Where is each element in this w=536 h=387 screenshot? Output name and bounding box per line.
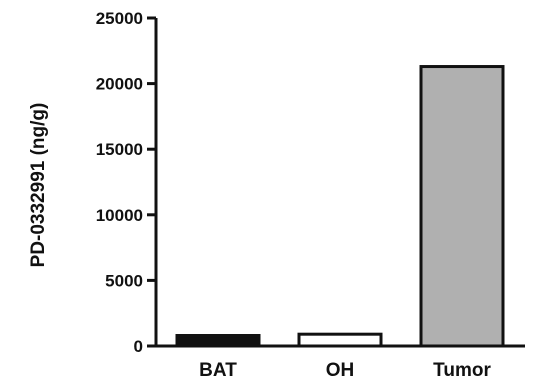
y-tick-label: 5000	[105, 271, 143, 290]
x-axis: BAT OH Tumor	[155, 344, 525, 381]
x-tick-label: Tumor	[433, 360, 491, 381]
x-tick-label: OH	[326, 360, 355, 381]
y-tick-label: 10000	[96, 206, 143, 225]
y-axis: 0 5000 10000 15000 20000 25000	[96, 9, 158, 356]
bars	[175, 65, 505, 348]
y-axis-label: PD-0332991 (ng/g)	[28, 103, 49, 268]
bar-oh	[297, 332, 383, 348]
y-tick-label: 20000	[96, 75, 143, 94]
bar-bat	[175, 334, 261, 348]
bar-tumor	[419, 65, 505, 348]
y-tick-label: 15000	[96, 140, 143, 159]
y-tick-label: 25000	[96, 9, 143, 28]
y-tick-label: 0	[134, 337, 143, 356]
x-tick-label: BAT	[199, 360, 237, 381]
